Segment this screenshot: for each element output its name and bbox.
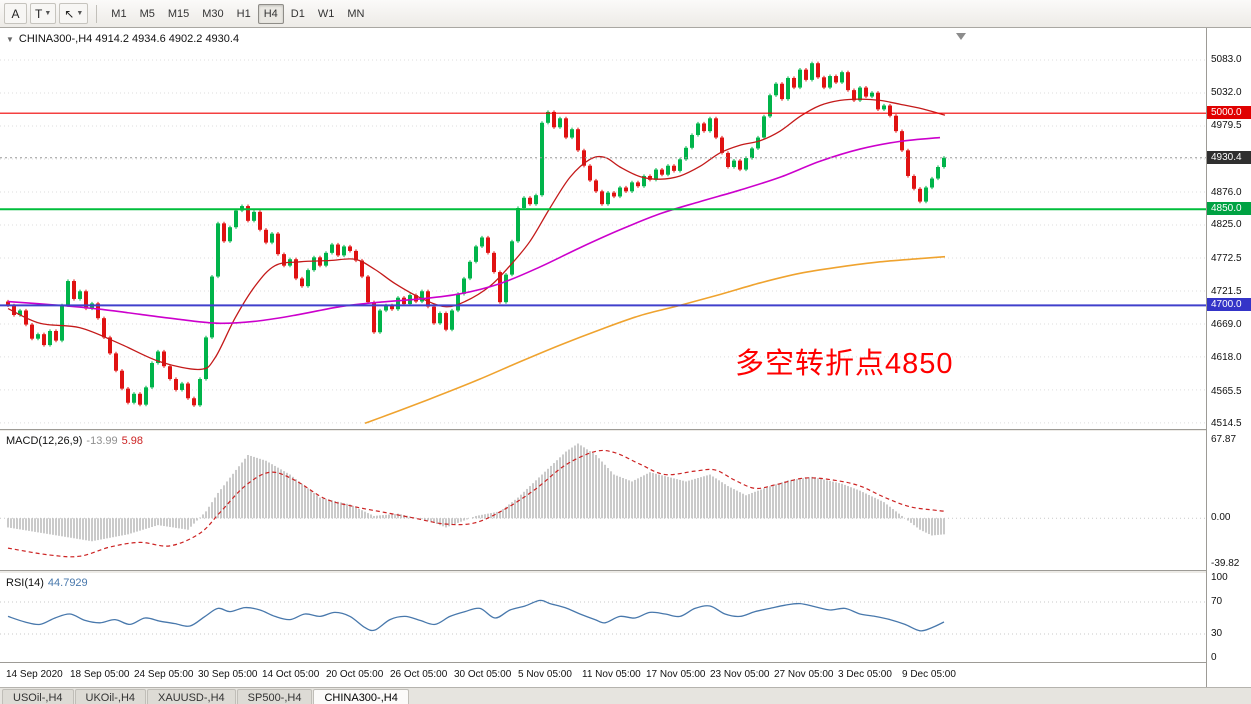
timeframe-button-H1[interactable]: H1 xyxy=(236,7,251,20)
rsi-axis-label: 0 xyxy=(1211,652,1217,663)
chart-tab[interactable]: SP500-,H4 xyxy=(236,689,313,704)
macd-axis-label: 0.00 xyxy=(1211,512,1231,524)
main-chart-canvas[interactable] xyxy=(0,28,1206,429)
rsi-value: 44.7929 xyxy=(47,577,88,589)
timeframe-button-W1[interactable]: W1 xyxy=(317,7,335,20)
rsi-line xyxy=(7,599,945,632)
cursor-icon: ↖ xyxy=(64,6,75,21)
rsi-pane-canvas[interactable] xyxy=(0,574,1206,662)
time-axis-label: 11 Nov 05:00 xyxy=(582,669,641,680)
pane-separator-macd[interactable] xyxy=(0,429,1251,432)
symbol-header: ▼ CHINA300-,H4 4914.2 4934.6 4902.2 4930… xyxy=(6,33,239,45)
time-axis[interactable]: 14 Sep 2020 18 Sep 05:00 24 Sep 05:00 30 Se… xyxy=(0,662,1206,687)
rsi-axis-label: 70 xyxy=(1211,596,1223,607)
chart-tab[interactable]: USOil-,H4 xyxy=(2,689,74,704)
chart-tab-bar: USOil-,H4 UKOil-,H4 XAUUSD-,H4 SP500-,H4 CHI… xyxy=(0,687,1251,704)
dropdown-caret-icon: ▼ xyxy=(76,10,84,17)
text-icon: T xyxy=(35,6,43,21)
time-axis-label: 18 Sep 05:00 xyxy=(70,669,130,680)
rsi-label: RSI(14) 44.7929 xyxy=(6,577,92,589)
timeframe-button-D1[interactable]: D1 xyxy=(290,7,305,20)
macd-pane-canvas[interactable] xyxy=(0,432,1206,570)
symbol-ohlc-readout: CHINA300-,H4 4914.2 4934.6 4902.2 4930.4 xyxy=(18,33,240,45)
ma-slow-orange xyxy=(364,255,946,424)
timeframe-button-MN[interactable]: MN xyxy=(347,7,365,20)
time-axis-label: 14 Oct 05:00 xyxy=(262,669,320,680)
macd-axis-label: 67.87 xyxy=(1211,434,1237,446)
price-axis-label: 4565.5 xyxy=(1211,385,1242,397)
chart-shift-marker-icon[interactable] xyxy=(956,33,966,40)
rsi-name: RSI(14) xyxy=(6,577,44,589)
chart-tab[interactable]: CHINA300-,H4 xyxy=(313,689,409,704)
macd-signal-value: 5.98 xyxy=(121,435,144,447)
time-axis-label: 20 Oct 05:00 xyxy=(326,669,384,680)
time-axis-label: 17 Nov 05:00 xyxy=(646,669,706,680)
time-axis-label: 26 Oct 05:00 xyxy=(390,669,448,680)
price-axis-label: 4669.0 xyxy=(1211,319,1242,331)
text-tool-button[interactable]: T ▼ xyxy=(30,3,57,24)
timeframe-button-M5[interactable]: M5 xyxy=(139,7,155,20)
price-tag: 4850.0 xyxy=(1207,202,1251,216)
time-axis-label: 9 Dec 05:00 xyxy=(902,669,956,680)
price-axis-label: 4618.0 xyxy=(1211,351,1242,363)
price-axis-label: 4825.0 xyxy=(1211,219,1242,231)
price-axis-label: 4772.5 xyxy=(1211,252,1242,264)
timeframe-button-M15[interactable]: M15 xyxy=(167,7,190,20)
price-axis-label: 4876.0 xyxy=(1211,186,1242,198)
one-click-trading-icon[interactable]: ▼ xyxy=(6,34,14,44)
cursor-tool-button[interactable]: ↖ ▼ xyxy=(59,3,89,24)
price-tag: 4700.0 xyxy=(1207,298,1251,312)
price-axis-label: 5032.0 xyxy=(1211,86,1242,98)
toolbar-separator xyxy=(96,4,98,23)
time-axis-label: 30 Sep 05:00 xyxy=(198,669,258,680)
macd-main-value: -13.99 xyxy=(86,435,118,447)
tool-button-group: A T ▼ ↖ ▼ xyxy=(4,3,89,24)
price-axis-label: 5083.0 xyxy=(1211,54,1242,66)
candlestick-series xyxy=(6,61,946,407)
timeframe-button-M1[interactable]: M1 xyxy=(111,7,127,20)
timeframe-button-M30[interactable]: M30 xyxy=(202,7,224,20)
time-axis-label: 14 Sep 2020 xyxy=(6,669,63,680)
timeframe-button-H4[interactable]: H4 xyxy=(257,3,284,24)
time-axis-label: 5 Nov 05:00 xyxy=(518,669,572,680)
ma-fast-red xyxy=(7,98,946,371)
rsi-axis-label: 100 xyxy=(1211,572,1228,583)
macd-signal-line xyxy=(7,449,947,558)
ma-mid-magenta xyxy=(7,136,941,325)
annotations-icon: A xyxy=(11,6,20,21)
price-axis-label: 4979.5 xyxy=(1211,120,1242,132)
price-axis-label: 4514.5 xyxy=(1211,418,1242,430)
timeframe-button-group: M1 M5 M15 M30 H1 H4 D1 W1 MN xyxy=(105,3,370,24)
macd-axis-label: -39.82 xyxy=(1211,558,1240,570)
pane-separator-rsi[interactable] xyxy=(0,570,1251,574)
time-axis-label: 24 Sep 05:00 xyxy=(134,669,194,680)
chart-tab[interactable]: UKOil-,H4 xyxy=(74,689,147,704)
macd-label: MACD(12,26,9) -13.99 5.98 xyxy=(6,435,147,447)
price-axis[interactable]: 5083.0 5032.0 4979.5 4876.0 4825.0 4772.5 4721… xyxy=(1206,28,1251,687)
rsi-axis-label: 30 xyxy=(1211,628,1223,639)
time-axis-label: 23 Nov 05:00 xyxy=(710,669,770,680)
chart-tab[interactable]: XAUUSD-,H4 xyxy=(147,689,236,704)
price-tag: 4930.4 xyxy=(1207,150,1251,164)
price-tag: 5000.0 xyxy=(1207,106,1251,120)
price-axis-label: 4721.5 xyxy=(1211,285,1242,297)
time-axis-label: 27 Nov 05:00 xyxy=(774,669,834,680)
dropdown-caret-icon: ▼ xyxy=(44,10,52,17)
annotations-tool-button[interactable]: A xyxy=(4,3,27,24)
macd-name: MACD(12,26,9) xyxy=(6,435,83,447)
chart-annotation[interactable]: 多空转折点4850 xyxy=(735,348,954,380)
top-toolbar: A T ▼ ↖ ▼ M1 M5 M15 M30 H1 H4 D1 W1 MN xyxy=(0,0,1251,28)
time-axis-label: 3 Dec 05:00 xyxy=(838,669,892,680)
time-axis-label: 30 Oct 05:00 xyxy=(454,669,512,680)
